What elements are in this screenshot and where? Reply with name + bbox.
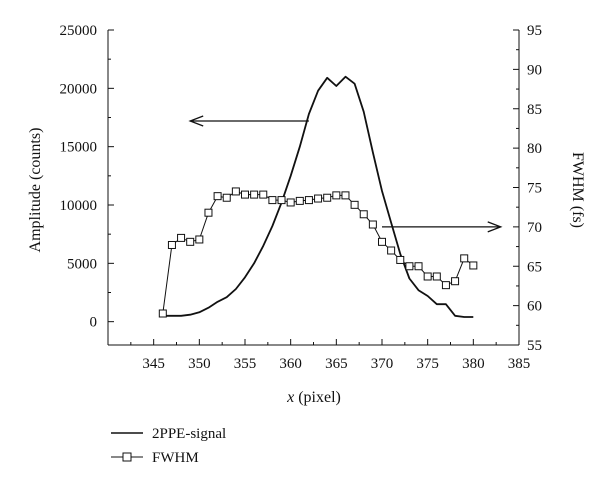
data-point-fwhm — [396, 255, 405, 264]
data-point-fwhm — [241, 190, 249, 199]
data-point-fwhm — [250, 190, 259, 199]
data-point-fwhm — [231, 187, 240, 196]
legend-label-2ppe-signal: 2PPE-signal — [152, 426, 226, 442]
y-axis-right-title: FWHM (fs) — [569, 152, 586, 228]
y-left-tick-label: 15000 — [60, 140, 98, 156]
data-point-fwhm — [332, 191, 341, 200]
legend: 2PPE-signal FWHM — [111, 426, 226, 466]
data-point-fwhm — [177, 233, 186, 242]
x-tick-label: 350 — [188, 356, 211, 372]
x-tick-label: 375 — [416, 356, 439, 372]
data-point-fwhm — [213, 192, 222, 201]
y-right-tick-label: 70 — [527, 220, 542, 236]
y-left-tick-label: 0 — [90, 315, 98, 331]
data-point-fwhm — [167, 240, 176, 249]
y-right-tick-label: 65 — [527, 259, 542, 275]
x-axis-title: x (pixel) — [286, 389, 341, 406]
data-point-fwhm — [378, 237, 386, 246]
y-left-tick-label: 10000 — [60, 198, 98, 214]
data-point-fwhm — [405, 262, 414, 271]
data-point-fwhm — [451, 277, 460, 286]
y-left-tick-label: 20000 — [60, 81, 98, 97]
series-line-2ppe-signal — [162, 75, 474, 318]
annotations — [188, 115, 503, 233]
y-left-tick-label: 25000 — [60, 23, 98, 39]
plot-series — [158, 75, 478, 318]
y-left-tick-label: 5000 — [67, 256, 97, 272]
data-point-fwhm — [323, 193, 332, 202]
x-tick-label: 370 — [371, 356, 394, 372]
data-point-fwhm — [441, 281, 450, 290]
data-point-fwhm — [359, 210, 368, 219]
legend-label-fwhm: FWHM — [152, 450, 199, 466]
data-point-fwhm — [286, 198, 295, 207]
data-point-fwhm — [186, 237, 195, 246]
data-point-fwhm — [295, 196, 304, 205]
data-point-fwhm — [259, 190, 268, 199]
data-point-fwhm — [387, 246, 396, 255]
x-tick-label: 365 — [325, 356, 348, 372]
data-point-fwhm — [195, 235, 204, 244]
legend-marker-fwhm — [122, 452, 132, 462]
data-point-fwhm — [314, 194, 323, 203]
y-right-tick-label: 90 — [527, 62, 542, 78]
y-right-tick-label: 55 — [527, 338, 542, 354]
axes — [107, 30, 520, 346]
y-right-tick-label: 80 — [527, 141, 542, 157]
data-point-fwhm — [414, 262, 423, 271]
data-point-fwhm — [204, 208, 213, 217]
data-point-fwhm — [432, 272, 441, 281]
y-right-tick-label: 60 — [527, 299, 542, 315]
y-axis-left-title: Amplitude (counts) — [27, 128, 44, 253]
data-point-fwhm — [268, 196, 277, 205]
tick-labels: 345 350 355 360 365 370 375 380 385 0 5000 10000 150… — [60, 23, 543, 372]
data-point-fwhm — [304, 196, 313, 205]
tick-marks — [107, 29, 520, 346]
data-point-fwhm — [341, 191, 350, 200]
y-right-tick-label: 95 — [527, 23, 542, 39]
x-tick-label: 380 — [462, 356, 485, 372]
x-tick-label: 385 — [508, 356, 531, 372]
data-point-fwhm — [158, 309, 167, 318]
data-point-fwhm — [469, 261, 478, 270]
x-tick-label: 360 — [279, 356, 302, 372]
data-point-fwhm — [222, 193, 231, 202]
data-point-fwhm — [350, 200, 359, 209]
data-point-fwhm — [460, 254, 469, 263]
x-tick-label: 345 — [142, 356, 165, 372]
data-point-fwhm — [277, 196, 286, 205]
y-right-tick-label: 75 — [527, 181, 542, 197]
data-point-fwhm — [423, 272, 432, 281]
y-right-tick-label: 85 — [527, 102, 542, 118]
x-tick-label: 355 — [234, 356, 257, 372]
data-point-fwhm — [368, 220, 377, 229]
